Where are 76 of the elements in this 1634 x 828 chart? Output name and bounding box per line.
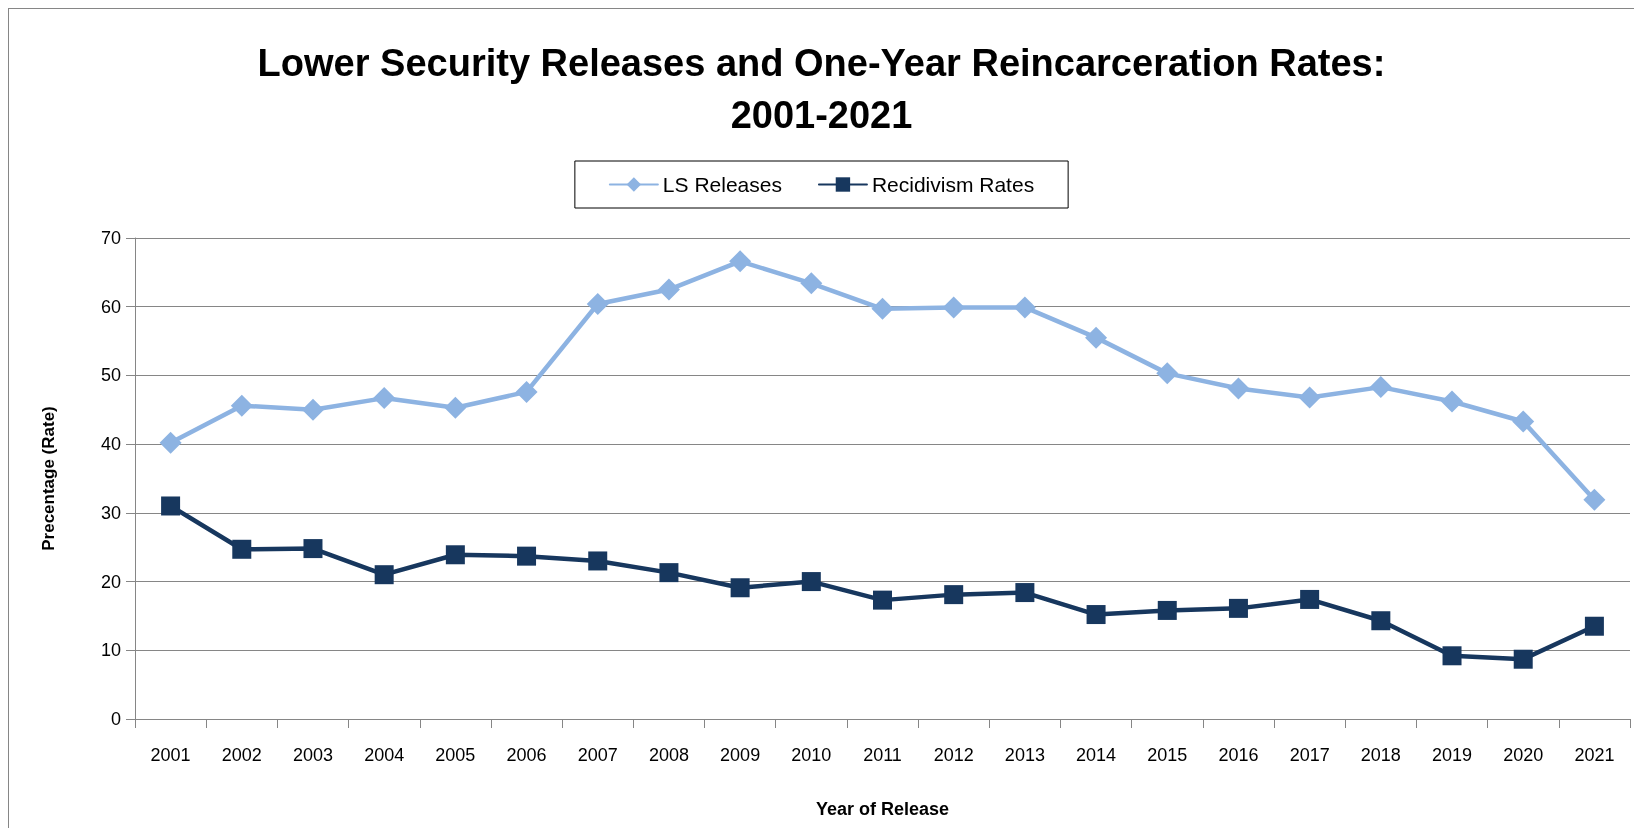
point [1228,598,1248,618]
point [1441,390,1464,413]
x-tick-label: 2013 [1004,745,1045,765]
point [230,394,253,417]
point [1371,611,1391,631]
point [729,250,752,273]
x-tick-label: 2017 [1289,745,1330,765]
point [159,431,182,454]
x-tick-label: 2007 [577,745,618,765]
point [659,563,679,583]
y-tick-label: 30 [100,502,121,523]
x-tick-label: 2011 [863,745,902,765]
chart-title: Lower Security Releases and One-Year Reincarceration Rates: 2001-2021 [256,41,1387,138]
x-tick-label: 2018 [1360,745,1401,765]
point [1300,589,1320,609]
point [1298,386,1321,409]
point [801,572,821,592]
point [1442,646,1462,666]
point [1583,488,1606,511]
point [942,296,965,319]
x-tick-label: 2003 [292,745,333,765]
y-tick-label: 0 [110,709,121,729]
x-tick-label: 2001 [150,745,191,765]
x-axis-title: Year of Release [815,799,950,819]
x-tick-label: 2008 [648,745,689,765]
x-tick-label: 2006 [506,745,547,765]
point [301,398,324,421]
point [1085,326,1108,349]
x-tick-label: 2002 [221,745,262,765]
y-tick-label: 20 [100,571,121,592]
legend-label: LS Releases [662,173,782,196]
point [1156,362,1179,385]
y-tick-label: 60 [100,296,121,317]
point [657,278,680,301]
point [1512,410,1535,433]
point [161,496,181,516]
point [1369,376,1392,399]
point [1227,377,1250,400]
y-axis-title: Precentage (Rate) [39,406,58,551]
point [517,546,537,566]
x-tick-label: 2014 [1076,745,1117,765]
x-tick-label: 2009 [720,745,761,765]
point [586,292,609,315]
point [1513,649,1533,669]
x-tick-label: 2015 [1147,745,1188,765]
x-tick-label: 2021 [1574,745,1615,765]
point [444,396,467,419]
x-tick-label: 2012 [933,745,974,765]
point [1015,583,1035,603]
y-tick-label: 70 [100,228,121,248]
point [373,387,396,410]
x-tick-label: 2020 [1503,745,1544,765]
point [944,585,964,605]
y-tick-label: 40 [100,434,121,455]
y-tick-label: 10 [100,640,121,661]
legend-label: Recidivism Rates [871,173,1035,196]
point [445,545,465,565]
x-tick-label: 2005 [435,745,476,765]
y-tick-label: 50 [100,365,121,386]
point [232,539,252,559]
point [1584,616,1604,636]
x-tick-label: 2019 [1432,745,1473,765]
point [374,565,394,585]
x-tick-label: 2016 [1218,745,1259,765]
point [730,578,750,598]
point [871,297,894,320]
point [1013,296,1036,319]
point [873,590,892,610]
x-tick-label: 2004 [364,745,405,765]
point [800,272,823,295]
point [515,380,538,403]
point [1157,600,1177,620]
point [303,539,323,559]
point [588,551,608,571]
x-tick-label: 2010 [791,745,832,765]
point [1086,605,1106,625]
